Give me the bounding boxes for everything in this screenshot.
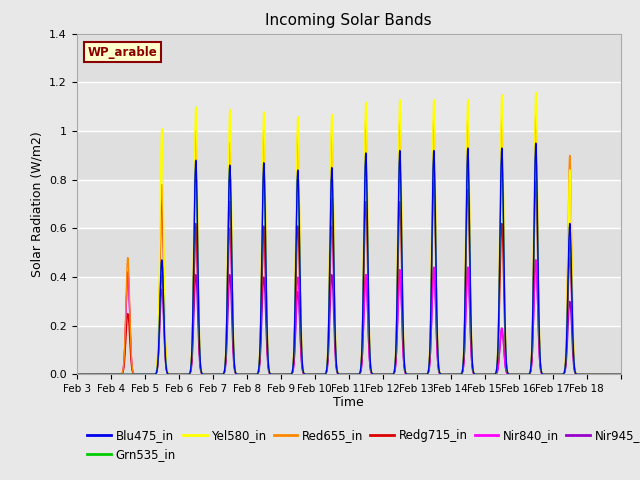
Red655_in <box>282 372 290 377</box>
Nir945_in <box>617 372 625 377</box>
Blu475_in <box>92 372 100 377</box>
Yel580_in <box>329 131 337 136</box>
Nir945_in <box>329 279 337 285</box>
Redg715_in <box>532 179 540 185</box>
Red655_in <box>617 372 625 377</box>
Yel580_in <box>73 372 81 377</box>
Blu475_in <box>532 140 540 146</box>
Redg715_in <box>488 372 495 377</box>
Yel580_in <box>488 372 495 377</box>
Grn535_in <box>282 372 290 377</box>
Redg715_in <box>617 372 625 377</box>
Bar <box>77 326 621 374</box>
Blu475_in <box>329 180 337 186</box>
Legend: Blu475_in, Grn535_in, Yel580_in, Red655_in, Redg715_in, Nir840_in, Nir945_in: Blu475_in, Grn535_in, Yel580_in, Red655_… <box>83 425 640 466</box>
Nir840_in <box>617 372 625 377</box>
Bar <box>77 228 621 277</box>
Nir945_in <box>404 372 412 377</box>
Yel580_in <box>390 370 397 376</box>
Blu475_in <box>488 372 495 377</box>
Blu475_in <box>73 372 81 377</box>
Grn535_in <box>488 372 495 377</box>
Redg715_in <box>73 372 81 377</box>
Grn535_in <box>390 371 397 376</box>
Blu475_in <box>282 372 290 377</box>
Line: Red655_in: Red655_in <box>77 114 621 374</box>
Bar <box>77 131 621 180</box>
Nir840_in <box>488 372 495 377</box>
Red655_in <box>92 372 100 377</box>
Redg715_in <box>282 372 290 377</box>
Grn535_in <box>73 372 81 377</box>
Redg715_in <box>404 372 412 377</box>
Blu475_in <box>390 371 397 376</box>
Nir840_in <box>328 223 336 229</box>
Blu475_in <box>404 372 412 377</box>
Nir840_in <box>329 238 337 243</box>
Line: Blu475_in: Blu475_in <box>77 143 621 374</box>
Blu475_in <box>617 372 625 377</box>
Nir840_in <box>390 371 397 377</box>
Yel580_in <box>617 372 625 377</box>
Line: Yel580_in: Yel580_in <box>77 92 621 374</box>
Line: Redg715_in: Redg715_in <box>77 182 621 374</box>
Nir945_in <box>73 372 81 377</box>
Nir840_in <box>92 372 100 377</box>
Bar <box>77 34 621 82</box>
Red655_in <box>488 372 495 377</box>
Nir945_in <box>488 372 495 377</box>
Nir840_in <box>282 372 290 377</box>
Red655_in <box>404 372 412 377</box>
Grn535_in <box>329 189 337 195</box>
Nir945_in <box>92 372 100 377</box>
Yel580_in <box>404 372 412 377</box>
Nir945_in <box>532 257 540 263</box>
Line: Nir840_in: Nir840_in <box>77 226 621 374</box>
Grn535_in <box>532 150 540 156</box>
Nir945_in <box>390 371 397 377</box>
Grn535_in <box>404 372 412 377</box>
Redg715_in <box>390 371 397 376</box>
Yel580_in <box>532 89 540 95</box>
Red655_in <box>532 111 540 117</box>
Grn535_in <box>92 372 100 377</box>
Y-axis label: Solar Radiation (W/m2): Solar Radiation (W/m2) <box>31 131 44 277</box>
Line: Grn535_in: Grn535_in <box>77 153 621 374</box>
Red655_in <box>390 370 397 376</box>
Nir840_in <box>73 372 81 377</box>
Grn535_in <box>617 372 625 377</box>
Text: WP_arable: WP_arable <box>88 46 157 59</box>
Redg715_in <box>92 372 100 377</box>
Line: Nir945_in: Nir945_in <box>77 260 621 374</box>
Yel580_in <box>282 372 290 377</box>
Redg715_in <box>329 209 337 215</box>
Red655_in <box>73 372 81 377</box>
Red655_in <box>329 146 337 152</box>
Nir945_in <box>282 372 290 377</box>
Title: Incoming Solar Bands: Incoming Solar Bands <box>266 13 432 28</box>
Yel580_in <box>92 372 100 377</box>
Nir840_in <box>404 372 412 377</box>
X-axis label: Time: Time <box>333 396 364 408</box>
